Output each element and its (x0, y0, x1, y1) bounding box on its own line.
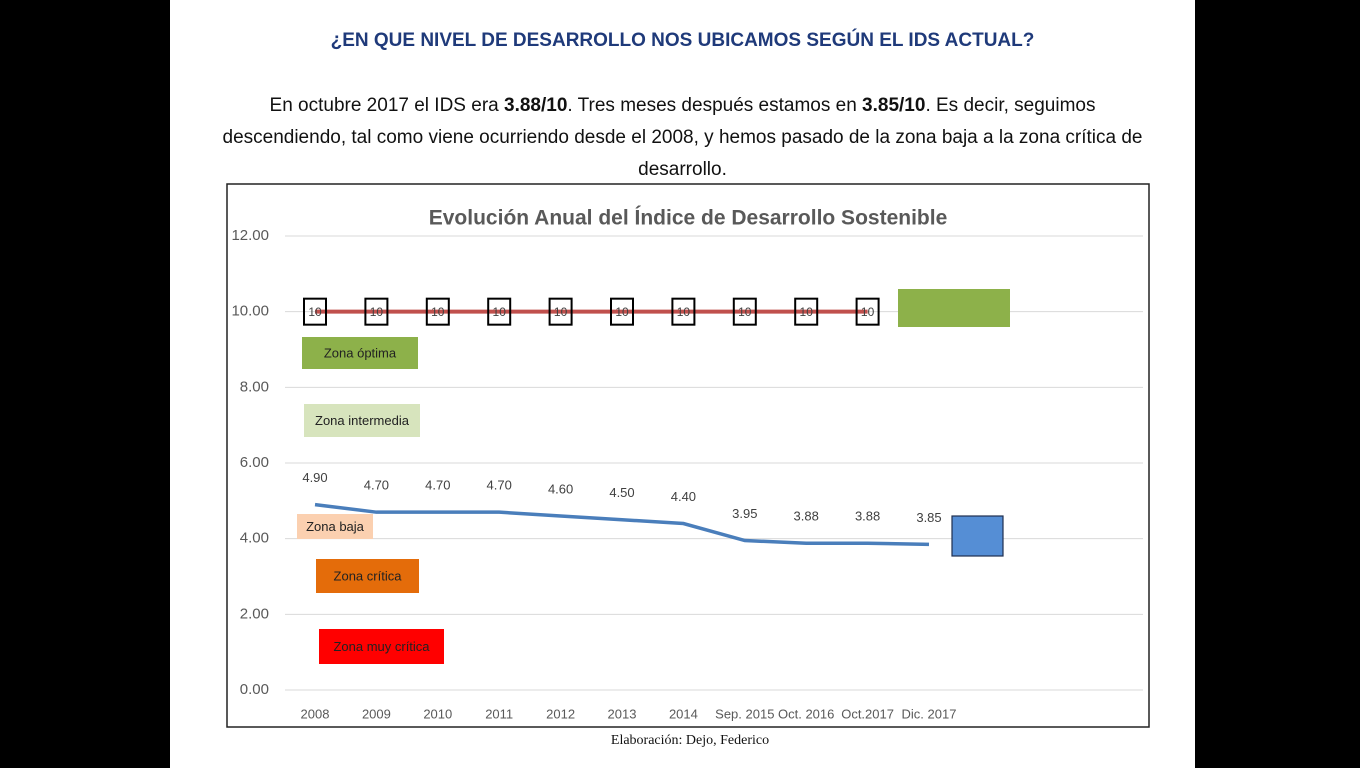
x-tick-label: Oct. 2016 (778, 706, 834, 721)
data-label: 4.40 (671, 489, 696, 504)
data-label-box (610, 297, 634, 326)
x-tick-label: 2011 (485, 706, 513, 721)
credit: Elaboración: Dejo, Federico (611, 733, 769, 748)
data-label: 10 (861, 305, 875, 319)
x-tick-label: Oct.2017 (841, 706, 894, 721)
data-label: 3.95 (732, 506, 757, 521)
data-label: 3.85 (916, 510, 941, 525)
y-tick-label: 0.00 (240, 681, 269, 698)
zone-label: Zona óptima (324, 345, 397, 360)
x-tick-label: Dic. 2017 (902, 706, 957, 721)
data-label: 4.70 (364, 478, 389, 493)
data-label-box (732, 297, 757, 326)
legend-box (898, 289, 1010, 327)
x-tick-label: 2013 (608, 706, 637, 721)
data-label: 3.88 (855, 509, 880, 524)
y-tick-label: 6.00 (240, 454, 269, 471)
intro-text: . Es decir, seguimos descendiendo, tal c… (222, 95, 1143, 180)
data-label: 10 (370, 305, 384, 319)
zone-box (316, 559, 419, 593)
y-tick-label: 10.00 (231, 303, 269, 320)
data-label-box (425, 297, 450, 326)
intro: En octubre 2017 el IDS era 3.88/10. Tres… (210, 90, 1155, 186)
data-label: 4.60 (548, 481, 573, 496)
data-label-box (671, 297, 696, 326)
intro-text: . Tres meses después estamos en (567, 95, 863, 116)
data-label: 4.50 (609, 485, 634, 500)
data-label: 10 (800, 305, 814, 319)
data-label-box (855, 297, 880, 326)
data-label-box (364, 297, 389, 326)
y-tick-label: 4.00 (240, 530, 269, 547)
y-tick-label: 12.00 (231, 227, 269, 244)
data-label-box (303, 297, 327, 326)
zone-box (302, 337, 418, 369)
x-tick-label: 2010 (423, 706, 452, 721)
data-label-box (548, 297, 573, 326)
series-line (314, 502, 930, 547)
data-label: 10 (554, 305, 568, 319)
zone-box (319, 629, 444, 664)
zone-box (297, 514, 373, 539)
intro-text: En octubre 2017 el IDS era (269, 95, 504, 116)
x-tick-label: 2008 (301, 706, 330, 721)
data-label-box (487, 297, 512, 326)
x-tick-label: 2012 (546, 706, 575, 721)
data-label: 10 (738, 305, 752, 319)
x-tick-label: 2009 (362, 706, 391, 721)
x-tick-label: Sep. 2015 (715, 706, 774, 721)
chart-title: Evolución Anual del Índice de Desarrollo… (429, 207, 948, 230)
data-label: 4.90 (302, 470, 327, 485)
zone-label: Zona baja (306, 519, 365, 534)
y-tick-label: 2.00 (240, 605, 269, 622)
data-label: 4.70 (425, 478, 450, 493)
legend-box (951, 515, 1004, 557)
intro-bold: 3.85/10 (862, 95, 926, 116)
zone-label: Zona muy crítica (333, 639, 430, 654)
data-label: 4.70 (487, 478, 512, 493)
intro-bold: 3.88/10 (504, 95, 568, 116)
data-label: 10 (615, 305, 629, 319)
data-label: 10 (431, 305, 445, 319)
x-tick-label: 2014 (669, 706, 698, 721)
zone-label: Zona crítica (334, 568, 403, 583)
chart-frame (226, 183, 1150, 728)
data-label: 10 (308, 305, 322, 319)
data-label: 10 (677, 305, 691, 319)
zone-label: Zona intermedia (315, 413, 410, 428)
zone-box (304, 404, 420, 437)
data-label: 10 (493, 305, 507, 319)
heading: ¿EN QUE NIVEL DE DESARROLLO NOS UBICAMOS… (330, 30, 1035, 51)
data-label-box (794, 297, 819, 326)
data-label: 3.88 (794, 509, 819, 524)
y-tick-label: 8.00 (240, 378, 269, 395)
